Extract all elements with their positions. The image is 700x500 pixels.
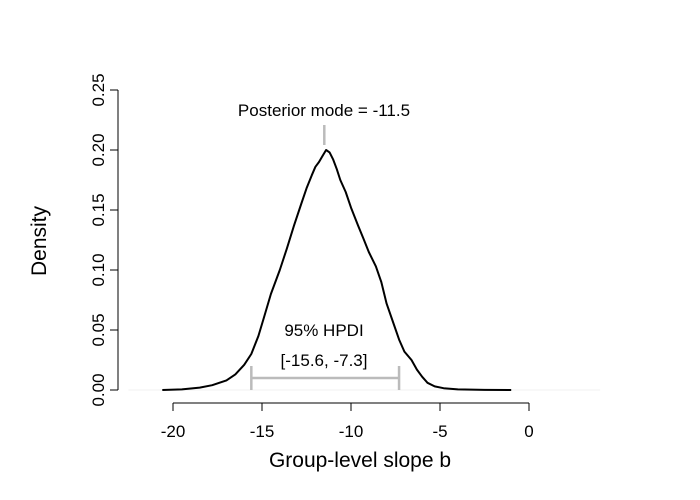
plot-area [128,125,601,391]
x-tick-label: -5 [432,422,447,441]
mode-annotation-label: Posterior mode = -11.5 [238,101,410,120]
y-tick-label: 0.00 [89,373,108,406]
x-tick-label: -10 [339,422,364,441]
x-tick-label: -20 [161,422,186,441]
density-curve-0 [162,149,512,391]
y-tick-label: 0.25 [89,73,108,106]
y-tick-label: 0.15 [89,193,108,226]
y-tick-label: 0.20 [89,133,108,166]
hpdi-annotation-label: 95% HPDI [284,321,363,340]
y-tick-label: 0.10 [89,253,108,286]
y-axis-label: Density [28,205,51,276]
x-tick-label: -15 [250,422,275,441]
x-tick-label: 0 [524,422,533,441]
hpdi-range-label: [-15.6, -7.3] [281,351,368,370]
x-axis-label: Group-level slope b [269,449,451,472]
y-tick-label: 0.05 [89,313,108,346]
axes: -20 -15 -10 -5 0 0.00 0.05 0.10 0.15 0.20 0.25 [89,73,534,441]
